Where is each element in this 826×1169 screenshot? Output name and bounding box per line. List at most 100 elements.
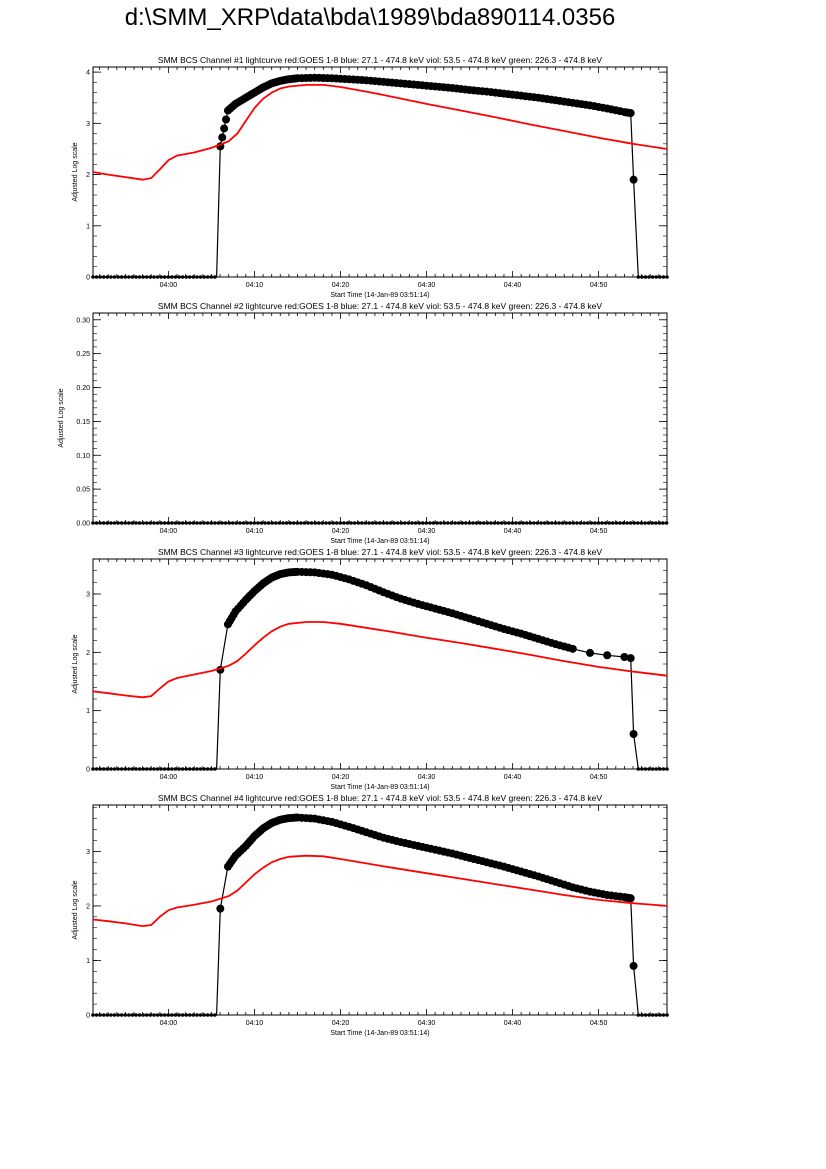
data-point: [625, 894, 634, 902]
zero-level-point: [134, 767, 138, 771]
zero-level-point: [101, 767, 106, 771]
data-point: [358, 76, 367, 85]
zero-level-point: [410, 521, 414, 525]
goes-1-8-line: [92, 621, 668, 699]
zero-level-point: [162, 521, 167, 525]
data-point: [306, 73, 315, 82]
zero-level-point: [395, 521, 400, 525]
zero-level-point: [388, 521, 393, 525]
y-tick-label: 3: [86, 121, 90, 128]
bcs-count-line: [93, 816, 667, 1016]
data-point: [444, 848, 453, 857]
data-point: [426, 82, 435, 91]
goes-1-8-line: [92, 854, 668, 928]
data-point: [323, 817, 332, 826]
zero-level-point: [105, 1013, 110, 1017]
zero-level-point: [144, 1013, 149, 1017]
zero-level-point: [109, 275, 113, 279]
zero-level-point: [550, 521, 554, 525]
zero-level-point: [474, 521, 479, 525]
zero-level-point: [198, 275, 203, 279]
zero-level-point: [661, 521, 665, 525]
zero-level-point: [618, 521, 622, 525]
y-tick-label: 4: [86, 70, 90, 77]
chart-title: SMM BCS Channel #4 lightcurve red:GOES 1…: [158, 793, 602, 803]
zero-level-point: [119, 521, 124, 525]
zero-level-point: [187, 767, 192, 771]
data-point: [625, 108, 634, 117]
zero-level-point: [639, 521, 644, 525]
y-axis-label: Adjusted Log scale: [58, 388, 65, 447]
zero-level-point: [195, 275, 199, 279]
zero-level-point: [105, 767, 110, 771]
data-point: [461, 85, 470, 94]
zero-level-point: [424, 521, 429, 525]
page-title: d:\SMM_XRP\data\bda\1989\bda890114.0356: [124, 4, 616, 31]
zero-level-point: [91, 521, 95, 525]
zero-level-point: [152, 275, 156, 279]
zero-level-point: [320, 521, 325, 525]
data-point: [530, 633, 539, 642]
zero-level-point: [112, 1013, 117, 1017]
zero-level-point: [191, 275, 196, 279]
data-point: [616, 892, 625, 901]
x-tick-label: 04:30: [418, 774, 436, 781]
data-point: [620, 653, 629, 661]
y-tick-label: 0: [86, 275, 90, 282]
zero-level-point: [123, 1013, 128, 1017]
y-axis-label: Adjusted Log scale: [72, 634, 79, 693]
zero-level-point: [170, 767, 174, 771]
chart-panel-2: SMM BCS Channel #2 lightcurve red:GOES 1…: [58, 301, 669, 545]
zero-level-point: [621, 521, 626, 525]
zero-level-point: [658, 1013, 662, 1017]
zero-level-point: [205, 521, 210, 525]
data-point: [581, 886, 590, 895]
x-tick-label: 04:50: [590, 774, 608, 781]
zero-level-point: [535, 521, 540, 525]
zero-level-point: [123, 767, 128, 771]
zero-level-point: [94, 1013, 99, 1017]
data-point: [581, 100, 590, 109]
zero-level-point: [647, 275, 651, 279]
zero-level-point: [205, 275, 210, 279]
data-point: [478, 87, 487, 96]
zero-level-point: [313, 521, 318, 525]
zero-level-point: [614, 521, 619, 525]
zero-level-point: [177, 521, 181, 525]
zero-level-point: [514, 521, 518, 525]
zero-level-point: [241, 521, 246, 525]
zero-level-point: [245, 521, 249, 525]
zero-level-point: [134, 1013, 138, 1017]
zero-level-point: [105, 521, 110, 525]
zero-level-point: [640, 1013, 644, 1017]
data-point: [323, 74, 332, 83]
zero-level-point: [94, 767, 99, 771]
zero-level-point: [481, 521, 486, 525]
zero-level-point: [159, 767, 163, 771]
y-tick-label: 3: [86, 849, 90, 856]
zero-level-point: [127, 1013, 131, 1017]
zero-level-point: [654, 521, 658, 525]
zero-level-point: [213, 1013, 217, 1017]
zero-level-point: [464, 521, 468, 525]
zero-level-point: [184, 275, 189, 279]
zero-level-point: [166, 521, 171, 525]
zero-level-point: [657, 521, 662, 525]
zero-level-point: [187, 521, 192, 525]
data-point: [444, 608, 453, 617]
data-point: [229, 610, 238, 619]
y-axis-label: Adjusted Log scale: [72, 880, 79, 939]
zero-level-point: [202, 1013, 206, 1017]
y-tick-label: 1: [86, 223, 90, 230]
data-point: [530, 871, 539, 880]
zero-level-point: [155, 767, 160, 771]
data-point: [564, 882, 573, 890]
zero-level-point: [658, 275, 662, 279]
zero-level-point: [438, 521, 443, 525]
data-point: [409, 598, 418, 607]
zero-level-point: [263, 521, 267, 525]
zero-level-point: [155, 1013, 160, 1017]
zero-level-point: [162, 767, 167, 771]
zero-level-point: [299, 521, 303, 525]
